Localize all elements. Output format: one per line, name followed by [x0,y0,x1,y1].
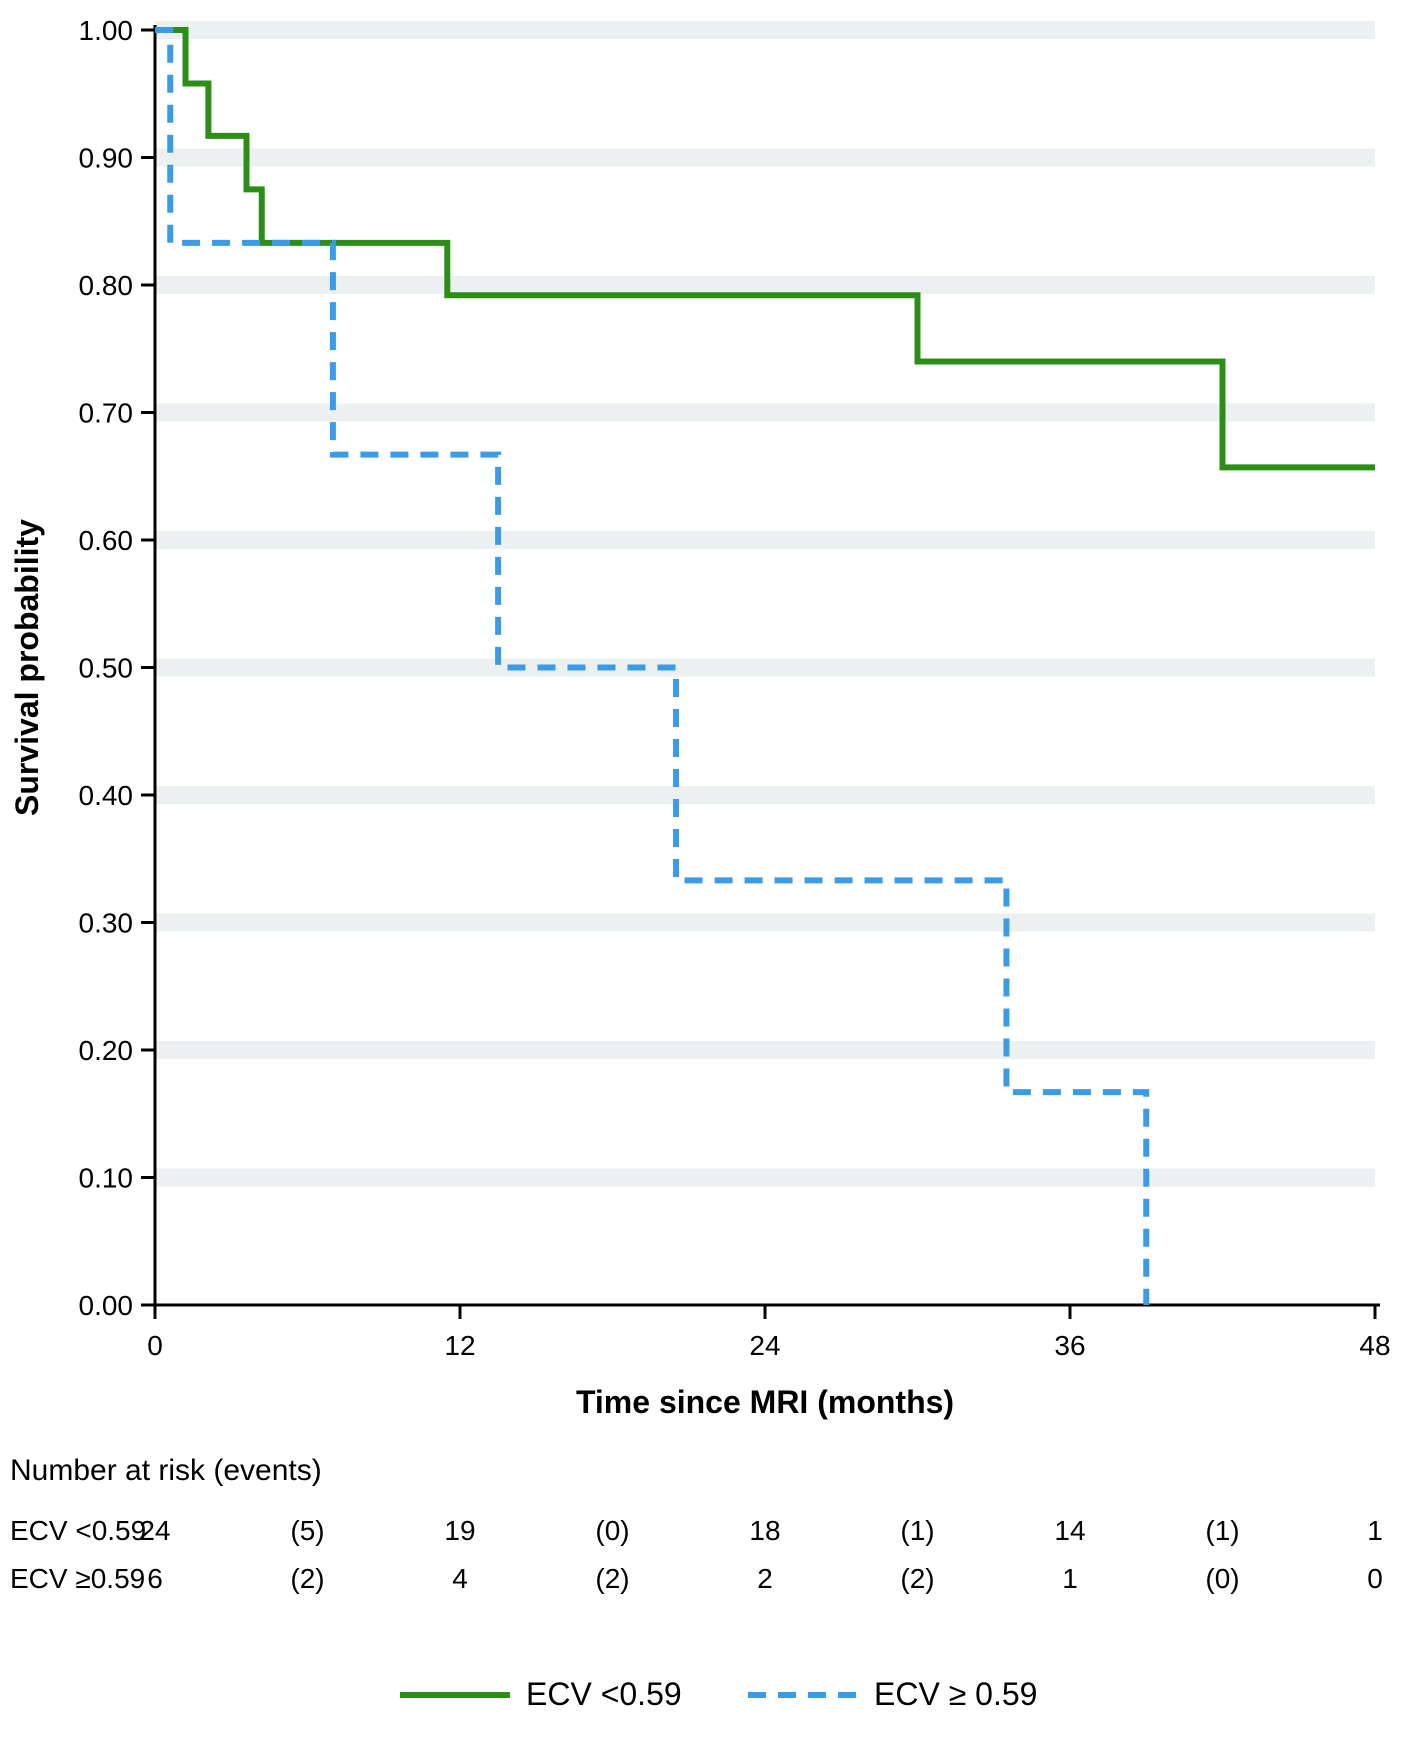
y-tick-label: 0.80 [79,270,134,301]
risk-cell: 6 [147,1563,163,1594]
gridline [155,149,1375,167]
risk-cell: (1) [900,1515,934,1546]
risk-cell: (5) [290,1515,324,1546]
risk-cell: (2) [900,1563,934,1594]
risk-row-label: ECV <0.59 [10,1515,146,1546]
risk-cell: (2) [595,1563,629,1594]
y-tick-label: 0.90 [79,143,134,174]
x-tick-label: 0 [147,1330,163,1361]
risk-cell: 14 [1054,1515,1085,1546]
x-tick-label: 24 [749,1330,780,1361]
x-axis-label: Time since MRI (months) [576,1384,954,1420]
legend-label: ECV <0.59 [526,1676,682,1712]
x-tick-label: 12 [444,1330,475,1361]
y-tick-label: 0.70 [79,398,134,429]
risk-cell: 0 [1367,1563,1383,1594]
gridline [155,1041,1375,1059]
y-tick-label: 0.10 [79,1163,134,1194]
gridline [155,1169,1375,1187]
gridline [155,531,1375,549]
km-chart-container: 0.00 0.10 0.20 0.30 0.40 0.50 0.60 0.70 0.80 0.90… [0,0,1415,1738]
y-tick-label: 1.00 [79,15,134,46]
risk-cell: (1) [1205,1515,1239,1546]
gridline [155,786,1375,804]
legend-label: ECV ≥ 0.59 [874,1676,1037,1712]
risk-cell: 2 [757,1563,773,1594]
risk-cell: 24 [139,1515,170,1546]
risk-row-label: ECV ≥0.59 [10,1563,145,1594]
risk-cell: 4 [452,1563,468,1594]
y-tick-label: 0.00 [79,1290,134,1321]
risk-table-title: Number at risk (events) [10,1454,322,1487]
y-tick-label: 0.40 [79,780,134,811]
gridline [155,914,1375,932]
risk-cell: (0) [595,1515,629,1546]
gridline [155,276,1375,294]
risk-cell: (0) [1205,1563,1239,1594]
y-tick-label: 0.50 [79,653,134,684]
x-tick-label: 36 [1054,1330,1085,1361]
gridline [155,404,1375,422]
risk-cell: 19 [444,1515,475,1546]
y-tick-label: 0.60 [79,525,134,556]
y-tick-label: 0.30 [79,908,134,939]
risk-cell: (2) [290,1563,324,1594]
gridline [155,21,1375,39]
y-tick-label: 0.20 [79,1035,134,1066]
gridline [155,659,1375,677]
risk-cell: 1 [1062,1563,1078,1594]
x-tick-label: 48 [1359,1330,1390,1361]
km-chart-svg: 0.00 0.10 0.20 0.30 0.40 0.50 0.60 0.70 0.80 0.90… [0,0,1415,1738]
risk-cell: 18 [749,1515,780,1546]
risk-cell: 1 [1367,1515,1383,1546]
y-axis-label: Survival probability [9,519,45,816]
